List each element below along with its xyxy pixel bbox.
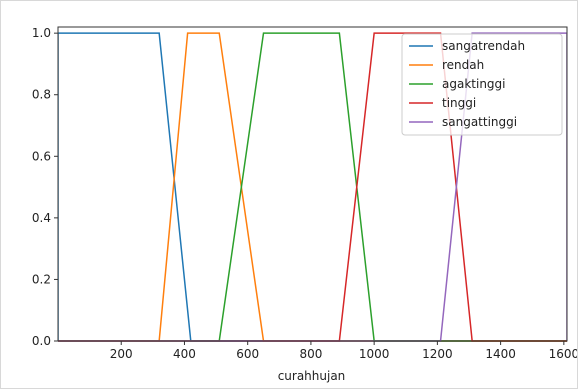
x-tick-label: 800 <box>299 347 322 361</box>
y-tick-label: 0.2 <box>32 272 51 286</box>
x-tick-label: 600 <box>236 347 259 361</box>
legend-entry-sangatrendah: sangatrendah <box>442 39 525 53</box>
legend-entry-tinggi: tinggi <box>442 96 476 110</box>
legend-entry-agaktinggi: agaktinggi <box>442 77 506 91</box>
x-tick-label: 1400 <box>485 347 516 361</box>
x-tick-label: 400 <box>173 347 196 361</box>
legend: sangatrendah rendah agaktinggi tinggi sangat… <box>401 33 563 136</box>
y-tick-label: 0.0 <box>32 334 51 348</box>
legend-entry-rendah: rendah <box>442 58 484 72</box>
x-tick-label: 1600 <box>549 347 577 361</box>
legend-box <box>401 33 563 136</box>
x-axis-label: curahhujan <box>278 369 346 383</box>
y-tick-label: 0.4 <box>32 211 51 225</box>
axes-frame <box>57 26 568 342</box>
legend-entry-sangattinggi: sangattinggi <box>442 115 517 129</box>
x-tick-label: 1200 <box>422 347 453 361</box>
y-tick-label: 0.6 <box>32 149 51 163</box>
y-tick-label: 1.0 <box>32 26 51 40</box>
x-tick-label: 200 <box>110 347 133 361</box>
y-tick-label: 0.8 <box>32 88 51 102</box>
ticks: 200 400 600 800 1000 1200 1400 1600 0.0 0.2 0.4 0.6… <box>32 26 577 361</box>
x-tick-label: 1000 <box>359 347 390 361</box>
